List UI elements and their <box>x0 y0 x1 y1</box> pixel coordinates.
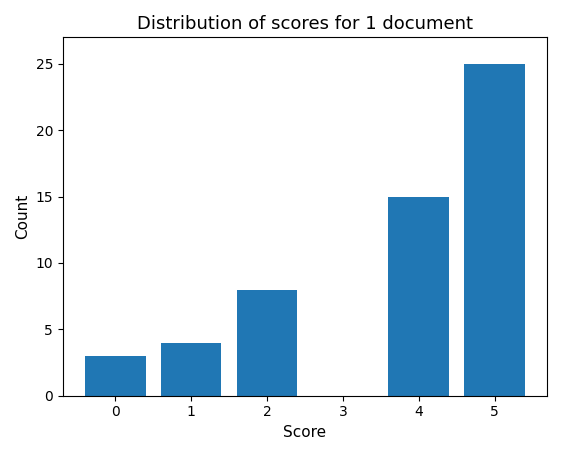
X-axis label: Score: Score <box>283 425 327 440</box>
Title: Distribution of scores for 1 document: Distribution of scores for 1 document <box>137 15 473 33</box>
Bar <box>85 356 146 396</box>
Bar <box>388 197 449 396</box>
Bar <box>161 343 221 396</box>
Y-axis label: Count: Count <box>15 194 30 239</box>
Bar <box>237 289 297 396</box>
Bar <box>464 64 525 396</box>
